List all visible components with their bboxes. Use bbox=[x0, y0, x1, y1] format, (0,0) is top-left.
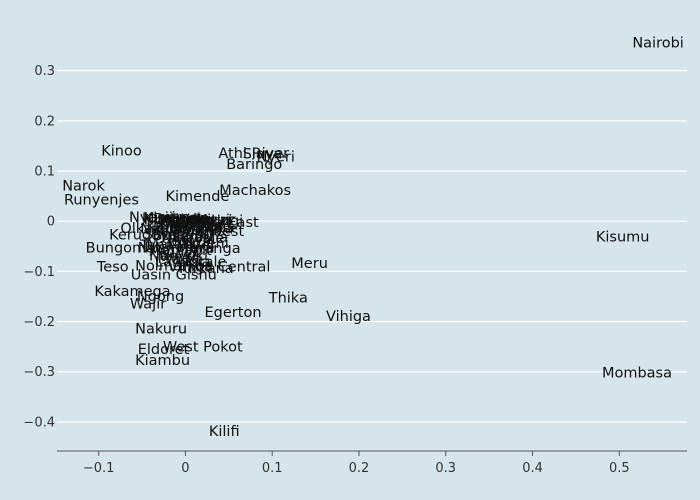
data-point-label: Machakos bbox=[219, 183, 291, 199]
data-point-label: Kisii bbox=[144, 211, 173, 227]
data-point-label: Tana River bbox=[139, 238, 216, 254]
data-point-label: Kitale bbox=[185, 254, 226, 270]
x-tick-label: 0.5 bbox=[609, 461, 630, 476]
data-point-label: Murang'a bbox=[142, 211, 210, 227]
data-point-label: Nyeri bbox=[257, 149, 295, 165]
data-point-label: Kiambaa bbox=[144, 213, 208, 229]
data-point-label: Kericho bbox=[161, 213, 215, 229]
data-point-label: Kitui bbox=[198, 213, 230, 229]
data-point-label: Baringo bbox=[226, 157, 282, 173]
data-point-label: Eldoret bbox=[138, 342, 190, 358]
data-point-label: Juja bbox=[174, 216, 201, 232]
data-point-label: Sotik bbox=[190, 223, 227, 239]
data-point-label: Kinoo bbox=[101, 143, 142, 159]
data-point-label: Egerton bbox=[205, 305, 262, 321]
data-point-label: Thika bbox=[268, 290, 308, 306]
x-tick-label: 0.3 bbox=[435, 461, 456, 476]
data-point-label: Turkana bbox=[176, 261, 234, 277]
data-point-label: Vihiga Central bbox=[168, 259, 270, 275]
y-tick-label: 0.2 bbox=[34, 114, 55, 129]
y-tick-label: −0.4 bbox=[23, 415, 55, 430]
data-point-label: Thika East bbox=[183, 215, 259, 231]
x-tick-label: 0.1 bbox=[262, 461, 283, 476]
data-point-label: Kerugoya bbox=[109, 228, 177, 244]
data-point-label: Nyahururu bbox=[138, 240, 215, 256]
data-point-label: Kangundo bbox=[146, 219, 219, 235]
data-point-label: Mwea bbox=[158, 251, 200, 267]
y-tick-label: −0.2 bbox=[23, 315, 55, 330]
grid-lines bbox=[57, 70, 687, 423]
data-point-label: Kajiado bbox=[159, 217, 212, 233]
data-point-label: Kwale bbox=[181, 231, 224, 247]
data-point-label: Nakuru bbox=[135, 322, 187, 338]
y-tick-labels: −0.4 −0.3 −0.2 −0.1 0 0.1 0.2 0.3 bbox=[23, 64, 55, 430]
data-point-label: Vihiga bbox=[326, 309, 371, 325]
data-point-label: Mombasa bbox=[602, 366, 672, 382]
data-point-label: Narok bbox=[62, 179, 105, 195]
data-point-label: Kitengela bbox=[155, 220, 223, 236]
data-point-label: Nandi bbox=[140, 222, 182, 238]
x-tick-label: −0.1 bbox=[83, 461, 115, 476]
data-point-label: Embu bbox=[170, 212, 212, 228]
data-point-label: Bomet bbox=[153, 212, 201, 228]
data-point-label: Uasin Gishu bbox=[131, 267, 217, 283]
x-axis bbox=[57, 450, 687, 456]
data-point-label: Kakamega bbox=[94, 284, 170, 300]
data-point-label: Nairobi bbox=[632, 36, 684, 52]
data-point-label: Kimende bbox=[165, 189, 229, 205]
data-point-label: Runyenjes bbox=[64, 193, 139, 209]
data-point-label: Kiambu bbox=[135, 353, 190, 369]
data-point-label: Nolmarkoe bbox=[135, 258, 213, 274]
y-tick-label: 0 bbox=[47, 215, 55, 230]
data-point-label: Busia bbox=[152, 228, 192, 244]
y-tick-label: −0.1 bbox=[23, 265, 55, 280]
data-point-label: Meru bbox=[291, 256, 328, 272]
data-point-label: Laikipia bbox=[155, 254, 211, 270]
data-point-label: Kisumu bbox=[596, 230, 650, 246]
x-tick-label: 0.2 bbox=[349, 461, 370, 476]
data-point-label: Nyamira bbox=[129, 210, 190, 226]
data-point-label: Kajiado West bbox=[151, 224, 245, 240]
data-point-label: Muranga bbox=[177, 241, 241, 257]
y-tick-label: 0.1 bbox=[34, 165, 55, 180]
data-point-label: West Pokot bbox=[163, 340, 243, 356]
data-point-label: Mandera bbox=[170, 222, 234, 238]
data-point-label: Lamu bbox=[172, 229, 212, 245]
x-tick-label: 0.4 bbox=[522, 461, 543, 476]
data-point-label: Kakuzi bbox=[185, 213, 232, 229]
data-point-label: Wajir bbox=[130, 296, 166, 312]
data-point-label: Siaya bbox=[243, 146, 283, 162]
data-point-label: Limuru bbox=[178, 213, 229, 229]
data-point-label: Makueni bbox=[168, 236, 229, 252]
data-point-label: Athi River bbox=[218, 146, 289, 162]
data-point-label: Kilgoris bbox=[181, 220, 234, 236]
data-point-label: Maralal bbox=[146, 237, 199, 253]
data-point-label: Teso bbox=[96, 259, 129, 275]
x-tick-label: 0 bbox=[181, 461, 189, 476]
data-point-label: Naivasha bbox=[161, 230, 228, 246]
data-point-label: Mwingi bbox=[192, 214, 243, 230]
x-tick-labels: −0.1 0 0.1 0.2 0.3 0.4 0.5 bbox=[83, 461, 630, 476]
data-point-label: Ruiru bbox=[166, 216, 204, 232]
data-point-label: Nanyuki bbox=[149, 248, 208, 264]
data-point-label: Ngong bbox=[137, 289, 184, 305]
data-point-label: Kilifi bbox=[209, 424, 240, 440]
y-tick-label: 0.3 bbox=[34, 64, 55, 79]
data-point-label: Samburu bbox=[144, 227, 210, 243]
y-tick-label: −0.3 bbox=[23, 365, 55, 380]
data-point-label: Olkalou bbox=[120, 221, 175, 237]
data-point-label: Marsabit bbox=[149, 243, 212, 259]
data-point-label: Bungoma bbox=[86, 240, 155, 256]
data-point-label: Isiolo bbox=[159, 246, 197, 262]
